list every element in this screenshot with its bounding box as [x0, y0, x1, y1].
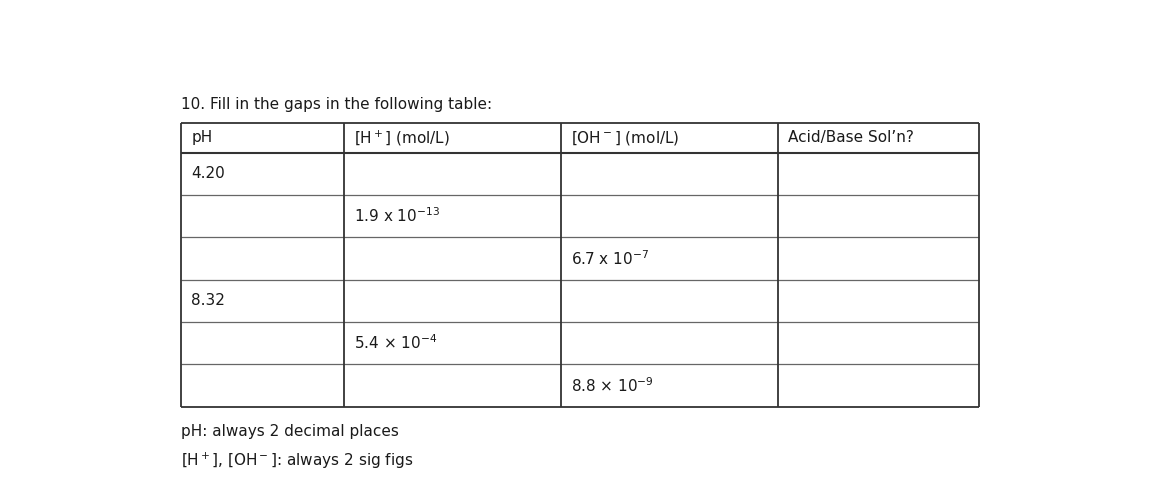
Text: 4.20: 4.20 [191, 166, 225, 181]
Text: pH: always 2 decimal places: pH: always 2 decimal places [181, 423, 399, 438]
Text: 8.8 × 10$^{-9}$: 8.8 × 10$^{-9}$ [571, 376, 654, 395]
Text: 5.4 × 10$^{-4}$: 5.4 × 10$^{-4}$ [355, 334, 438, 352]
Text: [H$^+$] (mol/L): [H$^+$] (mol/L) [355, 128, 450, 147]
Text: [OH$^-$] (mol/L): [OH$^-$] (mol/L) [571, 129, 680, 147]
Text: 6.7 x 10$^{-7}$: 6.7 x 10$^{-7}$ [571, 249, 649, 268]
Text: 8.32: 8.32 [191, 293, 225, 308]
Text: [H$^+$], [OH$^-$]: always 2 sig figs: [H$^+$], [OH$^-$]: always 2 sig figs [181, 450, 413, 471]
Text: pH: pH [191, 130, 213, 145]
Text: 10. Fill in the gaps in the following table:: 10. Fill in the gaps in the following ta… [181, 97, 493, 112]
Text: 1.9 x 10$^{-13}$: 1.9 x 10$^{-13}$ [355, 207, 440, 225]
Text: Acid/Base Sol’n?: Acid/Base Sol’n? [787, 130, 914, 145]
